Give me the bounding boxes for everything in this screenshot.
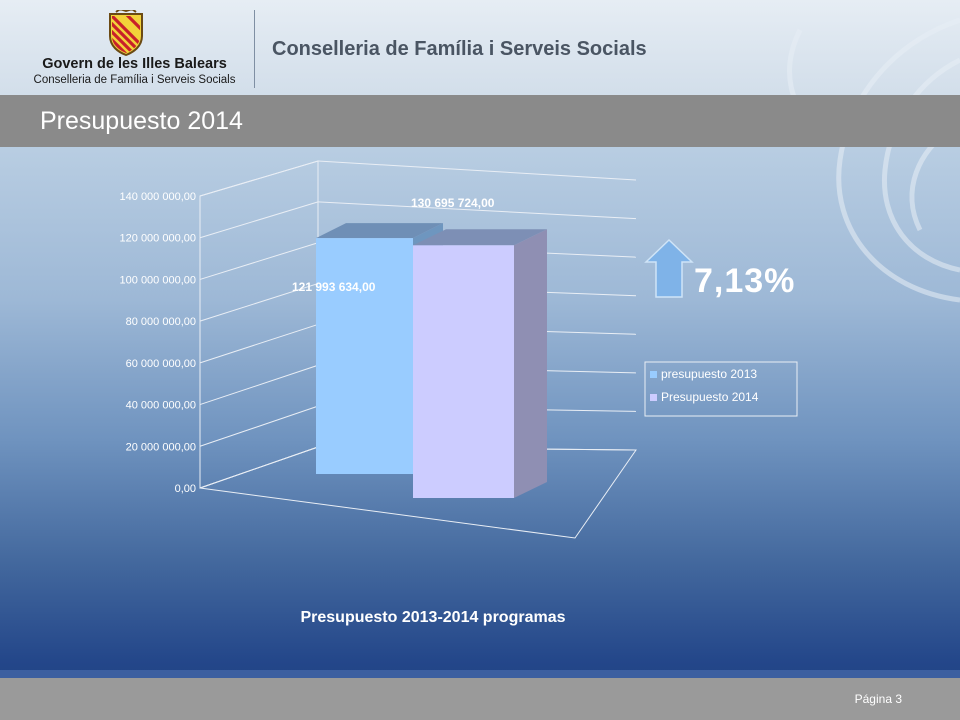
government-logo: Govern de les Illes Balears Conselleria … [22, 8, 247, 90]
y-tick-label: 60 000 000,00 [126, 358, 196, 370]
chart-side-wall [199, 160, 319, 489]
logo-title: Govern de les Illes Balears [42, 56, 227, 72]
chart-title: Presupuesto 2013-2014 programas [300, 609, 565, 626]
y-tick-label: 100 000 000,00 [120, 274, 196, 286]
growth-percentage: 7,13% [694, 262, 795, 300]
gridline-side [199, 201, 319, 239]
data-label-2: 130 695 724,00 [411, 196, 495, 210]
bar-side-2 [514, 229, 547, 498]
gridline-side [199, 405, 319, 447]
bar-top-2 [413, 229, 547, 246]
page-number: Página 3 [854, 692, 902, 706]
bar-2 [413, 245, 514, 498]
up-arrow-icon [644, 238, 694, 298]
slide-title: Presupuesto 2014 [40, 107, 243, 135]
bar-top-1 [316, 223, 443, 239]
coat-of-arms-icon [109, 10, 143, 56]
y-tick-label: 120 000 000,00 [120, 233, 196, 245]
y-tick-label: 20 000 000,00 [126, 441, 196, 453]
logo-subtitle: Conselleria de Família i Serveis Socials [33, 74, 236, 86]
gridline [317, 160, 637, 181]
gridline-side [199, 160, 319, 197]
gridline-side [199, 446, 319, 489]
header-divider [254, 10, 255, 88]
gridline-side [199, 283, 319, 322]
footer-accent [0, 670, 960, 678]
department-title: Conselleria de Família i Serveis Socials [272, 38, 647, 60]
bar-1 [316, 238, 413, 474]
gridline-side [199, 323, 319, 364]
title-bar [0, 95, 960, 147]
data-label-1: 121 993 634,00 [292, 280, 376, 294]
y-tick-label: 140 000 000,00 [120, 191, 196, 203]
gridline [317, 201, 637, 220]
y-tick-label: 80 000 000,00 [126, 316, 196, 328]
legend-swatch-2 [650, 394, 657, 401]
y-tick-label: 40 000 000,00 [126, 400, 196, 412]
legend-label-1: presupuesto 2013 [661, 367, 757, 381]
gridline-side [199, 364, 319, 406]
legend-swatch-1 [650, 371, 657, 378]
footer [0, 678, 960, 720]
legend [644, 361, 798, 417]
y-tick-label: 0,00 [175, 483, 196, 495]
legend-label-2: Presupuesto 2014 [661, 390, 759, 404]
gridline-side [199, 242, 319, 280]
